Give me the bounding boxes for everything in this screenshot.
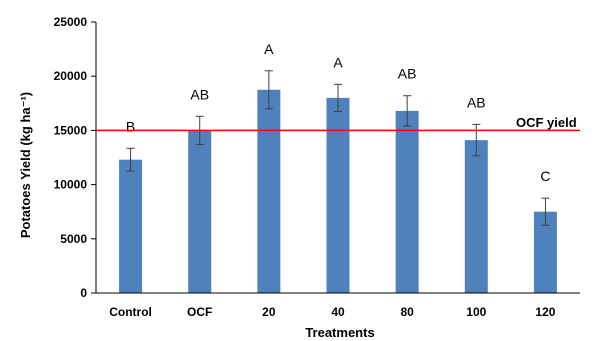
error-bar — [403, 95, 412, 127]
significance-letter: AB — [190, 86, 209, 102]
bar — [464, 140, 488, 293]
x-tick-label: 40 — [331, 305, 345, 319]
y-tick-label: 15000 — [54, 123, 88, 137]
x-tick-label: Control — [109, 305, 152, 319]
y-tick-label: 25000 — [54, 15, 88, 29]
significance-letters: B AB A A AB AB C — [126, 41, 551, 184]
y-tick-label: 0 — [80, 286, 87, 300]
bar — [533, 211, 557, 293]
bar — [188, 130, 212, 293]
reference-line-label: OCF yield — [516, 115, 577, 130]
error-bar — [334, 83, 342, 112]
x-axis-title: Treatments — [305, 325, 374, 340]
x-tick-label: 120 — [535, 305, 555, 319]
bar — [395, 110, 419, 293]
y-axis-title: Potatoes Yield (kg ha⁻¹) — [18, 92, 33, 238]
y-axis-ticks: 0 5000 10000 15000 20000 25000 — [54, 15, 96, 300]
x-tick-label: OCF — [187, 305, 212, 319]
error-bar — [541, 197, 550, 226]
bars — [119, 89, 557, 293]
x-axis-ticks: Control OCF 20 40 80 100 120 — [109, 305, 556, 319]
x-tick-label: 100 — [466, 305, 486, 319]
x-tick-label: 20 — [262, 305, 276, 319]
y-tick-label: 20000 — [54, 69, 88, 83]
significance-letter: A — [333, 54, 343, 70]
significance-letter: A — [264, 41, 274, 57]
significance-letter: C — [540, 168, 550, 184]
significance-letter: AB — [467, 94, 486, 110]
significance-letter: AB — [398, 66, 417, 82]
error-bar — [126, 147, 135, 172]
error-bar — [264, 70, 273, 110]
axes — [95, 22, 580, 294]
significance-letter: B — [126, 118, 135, 134]
bar — [257, 89, 281, 293]
y-tick-label: 5000 — [60, 232, 87, 246]
bar — [326, 97, 350, 293]
bar — [119, 159, 143, 293]
y-tick-label: 10000 — [54, 178, 88, 192]
x-tick-label: 80 — [400, 305, 414, 319]
